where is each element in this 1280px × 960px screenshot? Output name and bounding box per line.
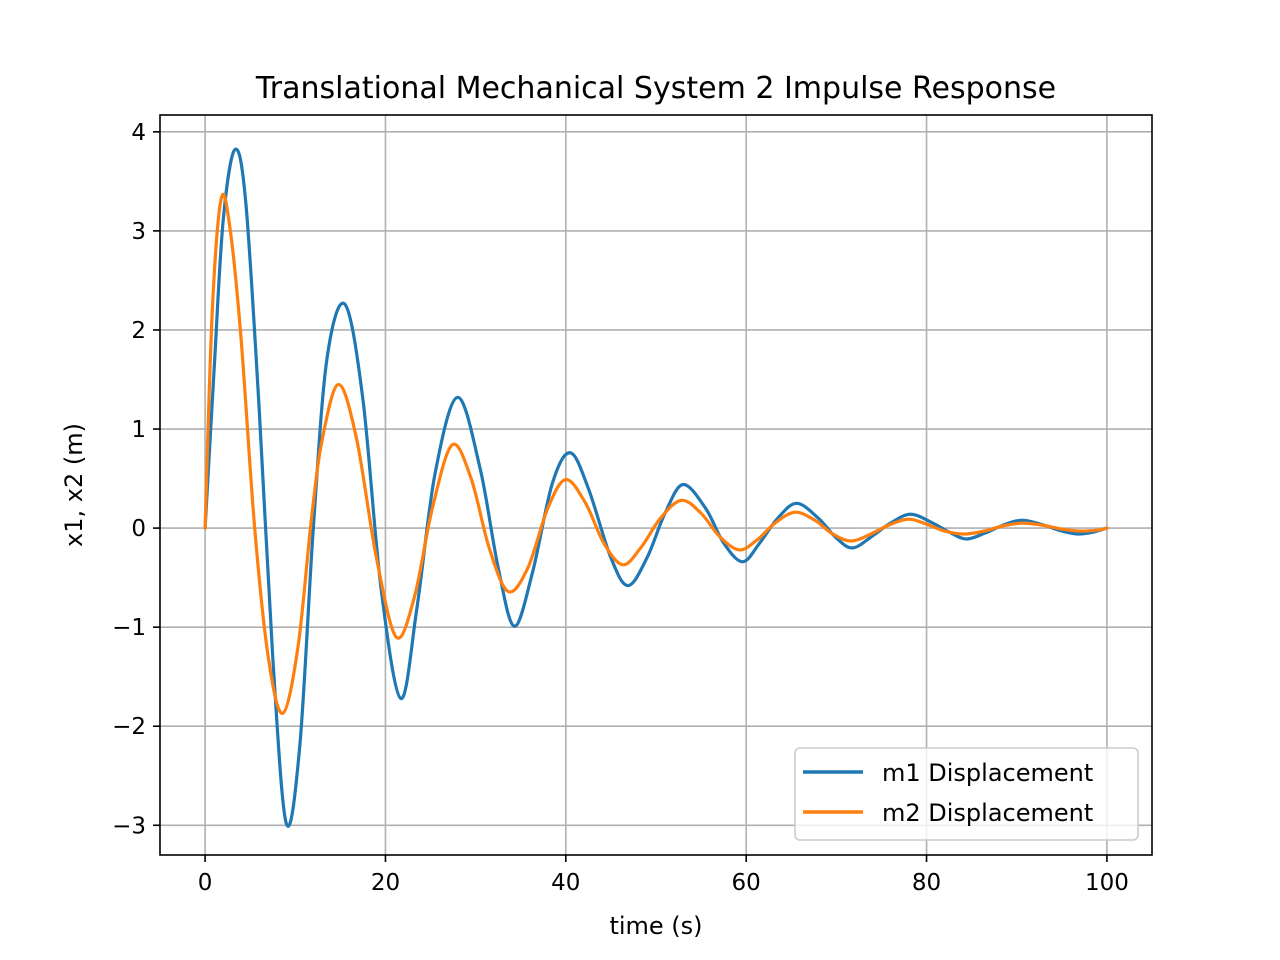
x-tick-label: 40	[551, 870, 580, 896]
y-tick-label: 0	[131, 516, 146, 542]
y-axis-ticks: −3 −2 −1 0 1 2 3 4	[112, 120, 160, 839]
legend: m1 Displacement m2 Displacement	[794, 747, 1139, 841]
y-tick-label: −1	[112, 615, 146, 641]
x-tick-label: 100	[1085, 870, 1129, 896]
x-axis-ticks: 0 20 40 60 80 100	[198, 855, 1129, 896]
x-tick-label: 60	[732, 870, 761, 896]
series-lines	[203, 147, 1109, 828]
x-tick-label: 80	[912, 870, 941, 896]
series-line-m2	[203, 192, 1109, 715]
y-tick-label: 2	[131, 318, 146, 344]
plot-frame	[159, 114, 1153, 856]
chart-title: Translational Mechanical System 2 Impuls…	[255, 71, 1056, 106]
y-axis-label: x1, x2 (m)	[60, 423, 88, 547]
y-tick-label: 1	[131, 417, 146, 443]
y-tick-label: 3	[131, 219, 146, 245]
y-tick-label: 4	[131, 120, 146, 146]
series-line-m1	[203, 147, 1109, 828]
y-tick-label: −2	[112, 714, 146, 740]
grid	[160, 115, 1152, 855]
legend-box	[794, 747, 1139, 841]
legend-label-m1: m1 Displacement	[882, 759, 1093, 787]
y-tick-label: −3	[112, 813, 146, 839]
x-tick-label: 0	[198, 870, 213, 896]
x-tick-label: 20	[371, 870, 400, 896]
legend-label-m2: m2 Displacement	[882, 799, 1093, 827]
x-axis-label: time (s)	[609, 912, 702, 940]
